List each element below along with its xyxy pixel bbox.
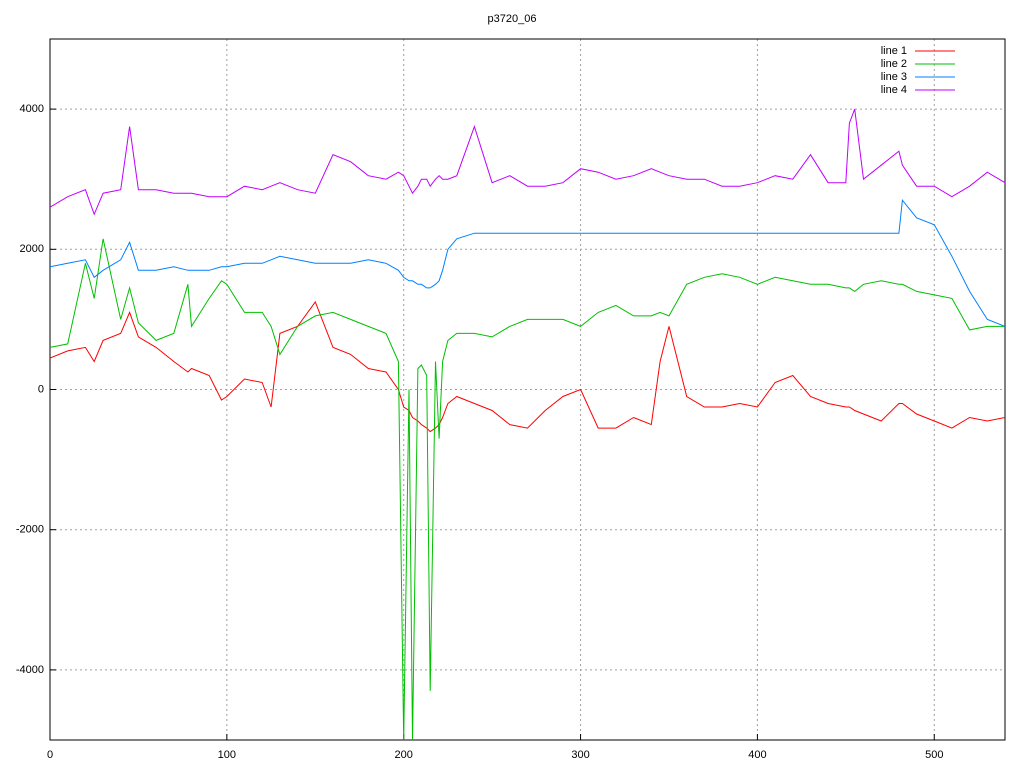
plot-border (49, 38, 1006, 741)
data-line (50, 238, 1005, 740)
y-tick-label: 0 (38, 383, 44, 395)
x-tick-label: 100 (218, 749, 236, 761)
y-tick-label: -2000 (16, 524, 44, 536)
data-line (50, 108, 1005, 216)
x-tick-label: 200 (395, 749, 413, 761)
legend-label: line 1 (881, 45, 907, 57)
x-tick-label: 500 (925, 749, 943, 761)
x-tick-label: 0 (47, 749, 53, 761)
plot-area (50, 108, 1005, 740)
legend-label: line 4 (881, 84, 907, 96)
y-tick-label: 4000 (20, 103, 44, 115)
x-tick-label: 400 (748, 749, 766, 761)
x-tick-label: 300 (571, 749, 589, 761)
legend-label: line 2 (881, 58, 907, 70)
y-tick-label: 2000 (20, 243, 44, 255)
y-tick-label: -4000 (16, 664, 44, 676)
chart-title: p3720_06 (488, 13, 537, 25)
legend-label: line 3 (881, 71, 907, 83)
data-line (50, 300, 1005, 433)
data-line (50, 198, 1005, 327)
